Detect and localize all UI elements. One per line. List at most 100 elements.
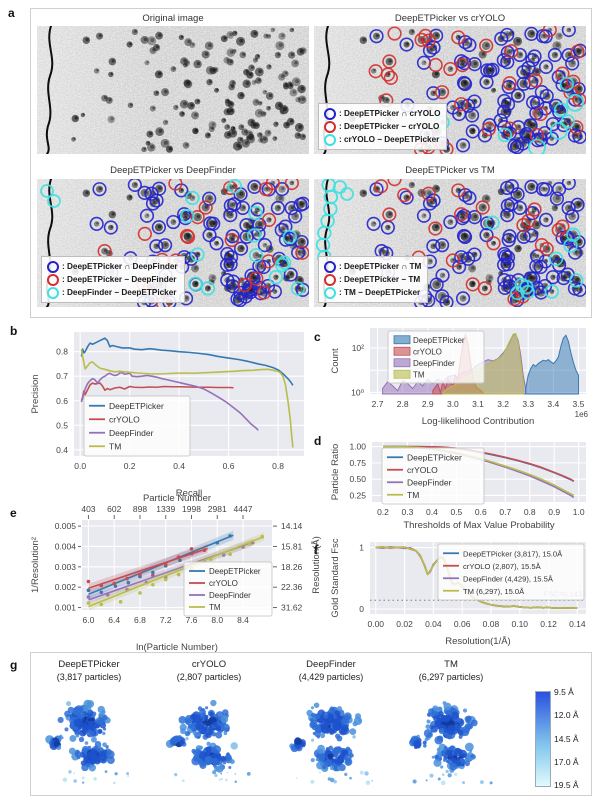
resolution-fit-chart: 6.0 6.4 6.8 7.2 7.6 8.0 8.4 0.001 0.002 0.003 0.00… <box>26 490 324 654</box>
svg-text:2.7: 2.7 <box>372 399 384 409</box>
map-particles-cryolo: (2,807 particles) <box>176 672 242 682</box>
series-line-crYOLO <box>383 445 575 482</box>
svg-text:3.4: 3.4 <box>547 399 559 409</box>
panel-g-label: g <box>10 658 18 672</box>
svg-text:0.4: 0.4 <box>173 461 185 471</box>
svg-text:0.6: 0.6 <box>223 461 235 471</box>
map-name-deepetpicker: DeepETPicker <box>58 659 120 670</box>
svg-text:0.5: 0.5 <box>450 507 462 517</box>
panel-c-label: c <box>314 330 321 344</box>
svg-text:1: 1 <box>359 543 364 553</box>
chart-svg-e: 6.0 6.4 6.8 7.2 7.6 8.0 8.4 0.001 0.002 0.003 0.00… <box>30 493 322 653</box>
svg-text:DeepFinder: DeepFinder <box>109 428 154 438</box>
svg-text:1998: 1998 <box>182 504 201 514</box>
svg-text:DeepFinder (4,429), 15.5Å: DeepFinder (4,429), 15.5Å <box>463 574 554 583</box>
legend-text: : DeepFinder − DeepETPicker <box>62 288 177 297</box>
ring-cyan-icon <box>47 286 59 299</box>
svg-text:0.10: 0.10 <box>511 619 528 629</box>
ring-blue-icon <box>324 107 336 120</box>
panel-g: DeepETPicker (3,817 particles) crYOLO (2… <box>30 652 592 796</box>
density-map-deepetpicker <box>31 689 147 789</box>
series-area-TM <box>442 332 524 395</box>
svg-text:0.6: 0.6 <box>56 396 68 406</box>
svg-text:crYOLO: crYOLO <box>109 414 140 424</box>
series-area-DeepETPicker <box>525 334 579 395</box>
svg-text:0.004: 0.004 <box>55 541 77 551</box>
svg-text:1339: 1339 <box>156 504 175 514</box>
colorbar <box>535 691 551 787</box>
colorbar-label: 19.5 Å <box>554 780 579 790</box>
legend-text: : DeepETPicker − crYOLO <box>339 122 440 131</box>
legend-item: : DeepETPicker − TM <box>324 273 421 286</box>
svg-text:0: 0 <box>359 604 364 614</box>
svg-text:0.005: 0.005 <box>55 521 77 531</box>
svg-text:crYOLO: crYOLO <box>407 465 438 475</box>
svg-text:602: 602 <box>107 504 121 514</box>
svg-text:0.8: 0.8 <box>524 507 536 517</box>
svg-text:0.4: 0.4 <box>426 507 438 517</box>
svg-text:15.81: 15.81 <box>281 541 303 551</box>
legend-text: : DeepETPicker ∩ crYOLO <box>339 109 441 118</box>
svg-text:0.14: 0.14 <box>569 619 586 629</box>
top-axis-label: Particle Number <box>143 493 211 504</box>
micrograph-deepetpicker-vs-cryolo: : DeepETPicker ∩ crYOLO : DeepETPicker −… <box>314 26 586 154</box>
legend-item: : crYOLO − DeepETPicker <box>324 133 440 146</box>
svg-text:0.9: 0.9 <box>548 507 560 517</box>
svg-text:TM: TM <box>407 490 419 500</box>
svg-text:6.0: 6.0 <box>83 615 95 625</box>
svg-text:TM: TM <box>109 441 121 451</box>
chart-legend: DeepETPicker crYOLO DeepFinder TM <box>381 447 485 505</box>
svg-text:0.25: 0.25 <box>349 490 366 500</box>
svg-text:898: 898 <box>133 504 147 514</box>
density-map-deepfinder <box>273 689 389 789</box>
svg-text:crYOLO: crYOLO <box>413 347 442 356</box>
svg-text:2981: 2981 <box>208 504 227 514</box>
panel-f-label: f <box>314 543 318 557</box>
panel-e-label: e <box>10 506 17 520</box>
series-fit-TM <box>88 535 264 608</box>
micrograph-deepetpicker-vs-tm: : DeepETPicker ∩ TM : DeepETPicker − TM … <box>314 179 586 307</box>
svg-text:0.2: 0.2 <box>124 461 136 471</box>
panel-a: Original image DeepETPicker vs crYOLO : … <box>30 8 592 318</box>
y-axis-label: Particle Ratio <box>330 444 341 501</box>
rings-second-only <box>40 179 306 296</box>
svg-text:crYOLO: crYOLO <box>209 579 238 588</box>
density-map-tm <box>393 689 509 789</box>
map-particles-deepetpicker: (3,817 particles) <box>56 672 122 682</box>
svg-text:0.06: 0.06 <box>454 619 471 629</box>
svg-text:3.3: 3.3 <box>522 399 534 409</box>
micrograph-svg <box>37 26 309 154</box>
panel-a-label: a <box>8 6 15 20</box>
micrograph-legend-deepfinder: : DeepETPicker ∩ DeepFinder : DeepETPick… <box>41 256 185 303</box>
svg-text:0.003: 0.003 <box>55 562 77 572</box>
micrograph-original-image <box>37 26 309 154</box>
y-axis-label: Precision <box>30 374 41 413</box>
svg-text:crYOLO (2,807), 15.5Å: crYOLO (2,807), 15.5Å <box>463 562 542 571</box>
rings-second-only <box>435 76 585 154</box>
svg-text:DeepFinder: DeepFinder <box>209 591 251 600</box>
series-line-TM <box>80 349 294 448</box>
chart-svg-d: 0.2 0.3 0.4 0.5 0.6 0.7 0.8 0.9 1.0 0.25 0.50 0.75 1… <box>330 442 586 531</box>
svg-text:0.7: 0.7 <box>499 507 511 517</box>
svg-text:TM: TM <box>413 370 425 379</box>
micrograph-legend-tm: : DeepETPicker ∩ TM : DeepETPicker − TM … <box>318 256 429 303</box>
svg-text:0.08: 0.08 <box>483 619 500 629</box>
legend-text: : TM − DeepETPicker <box>339 288 421 297</box>
micrograph-title-cryolo: DeepETPicker vs crYOLO <box>394 13 506 24</box>
svg-text:6.8: 6.8 <box>134 615 146 625</box>
svg-text:0.8: 0.8 <box>272 461 284 471</box>
colorbar-label: 9.5 Å <box>554 687 574 697</box>
svg-text:DeepETPicker: DeepETPicker <box>209 567 261 576</box>
svg-text:0.75: 0.75 <box>349 458 366 468</box>
colorbar-label: 12.0 Å <box>554 710 579 720</box>
loglikelihood-histogram-chart: 2.7 2.8 2.9 3.0 3.1 3.2 3.3 3.4 3.5 10⁰ 10² 1e6 Log-… <box>326 320 598 428</box>
rings-first-only <box>374 179 570 307</box>
svg-text:8.0: 8.0 <box>211 615 223 625</box>
svg-text:7.2: 7.2 <box>160 615 172 625</box>
panel-b-label: b <box>10 324 18 338</box>
chart-svg-c: 2.7 2.8 2.9 3.0 3.1 3.2 3.3 3.4 3.5 10⁰ 10² 1e6 Log-… <box>330 328 589 427</box>
svg-text:2.9: 2.9 <box>422 399 434 409</box>
ring-blue-icon <box>324 260 336 273</box>
svg-text:2.8: 2.8 <box>397 399 409 409</box>
